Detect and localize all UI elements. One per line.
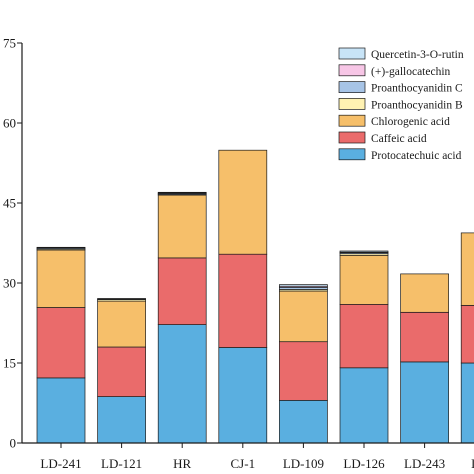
legend-swatch-caffeic-acid — [338, 131, 366, 144]
bar-ld-109-quercetin-3-o-rutin — [279, 284, 328, 287]
bars-layer — [36, 149, 474, 444]
bar-ld-109-chlorogenic-acid — [279, 290, 328, 343]
bar-cj-1-protocatechuic-acid — [218, 347, 268, 444]
legend-swatch-chlorogenic-acid — [338, 114, 366, 127]
x-tick-label-ld-126: LD-126 — [343, 456, 385, 471]
y-tick-label-30: 30 — [3, 276, 16, 291]
legend-swatch-proanthocyanidin-b — [338, 98, 366, 110]
legend-label-chlorogenic-acid: Chlorogenic acid — [371, 116, 450, 128]
legend-label-quercetin-3-o-rutin: Quercetin-3-O-rutin — [371, 49, 464, 61]
x-tick-label-ld-121: LD-121 — [101, 456, 142, 471]
bar-ld-126-caffeic-acid — [339, 303, 389, 369]
legend-swatch-quercetin-3-o-rutin — [338, 47, 366, 60]
x-tick-label-ld-2: LD-2 — [471, 456, 474, 471]
legend-label-gallocatechin: (+)-gallocatechin — [371, 66, 451, 78]
legend-label-caffeic-acid: Caffeic acid — [371, 133, 427, 145]
bar-ld-243-protocatechuic-acid — [400, 361, 449, 444]
x-tick-label-ld-109: LD-109 — [283, 456, 324, 471]
bar-ld-121-protocatechuic-acid — [97, 396, 146, 444]
y-tick-label-45: 45 — [3, 196, 16, 211]
bar-ld-241-gallocatechin — [36, 246, 86, 249]
bar-ld-126-protocatechuic-acid — [339, 367, 389, 444]
bar-hr-caffeic-acid — [157, 257, 207, 325]
legend-swatch-proanthocyanidin-c — [338, 81, 366, 93]
y-tick-label-60: 60 — [3, 116, 16, 131]
y-tick-label-0: 0 — [10, 436, 17, 451]
legend-swatch-protocatechuic-acid — [338, 148, 366, 161]
x-tick-label-ld-243: LD-243 — [404, 456, 445, 471]
bar-ld-243-chlorogenic-acid — [400, 273, 449, 313]
bar-ld-121-caffeic-acid — [97, 346, 146, 397]
bar-hr-quercetin-3-o-rutin — [157, 191, 207, 194]
bar-hr-protocatechuic-acid — [157, 324, 207, 444]
bar-ld-241-chlorogenic-acid — [36, 249, 86, 308]
legend-label-protocatechuic-acid: Protocatechuic acid — [371, 150, 462, 162]
y-tick-label-15: 15 — [3, 356, 16, 371]
x-tick-label-cj-1: CJ-1 — [231, 456, 256, 471]
legend: Quercetin-3-O-rutin (+)-gallocatechin Proa… — [335, 43, 474, 165]
legend-swatch-gallocatechin — [338, 64, 366, 77]
bar-cj-1-caffeic-acid — [218, 253, 268, 348]
bar-ld-241-caffeic-acid — [36, 307, 86, 379]
bar-hr-chlorogenic-acid — [157, 194, 207, 259]
x-tick-label-ld-241: LD-241 — [40, 456, 81, 471]
bar-ld-109-protocatechuic-acid — [279, 399, 328, 444]
bar-ld-126-chlorogenic-acid — [339, 254, 389, 305]
x-tick-label-hr: HR — [173, 456, 191, 471]
bar-ld-121-chlorogenic-acid — [97, 300, 146, 348]
bar-cj-1-chlorogenic-acid — [218, 149, 268, 255]
legend-label-proanthocyanidin-c: Proanthocyanidin C — [371, 83, 463, 95]
bar-ld-121-gallocatechin — [97, 298, 146, 300]
y-tick-label-75: 75 — [3, 36, 16, 51]
bar-ld-126-quercetin-3-o-rutin — [339, 250, 389, 253]
bar-ld-2-chlorogenic-acid — [460, 232, 474, 306]
legend-label-proanthocyanidin-b: Proanthocyanidin B — [371, 99, 463, 111]
bar-ld-2-caffeic-acid — [460, 305, 474, 364]
bar-ld-2-protocatechuic-acid — [460, 362, 474, 444]
bar-ld-241-protocatechuic-acid — [36, 377, 86, 444]
axes-layer: LD-241 LD-121 HR CJ-1 LD-109 LD-126 LD-243 LD-2… — [3, 36, 474, 471]
bar-ld-243-caffeic-acid — [400, 311, 449, 363]
bar-ld-109-caffeic-acid — [279, 341, 328, 401]
